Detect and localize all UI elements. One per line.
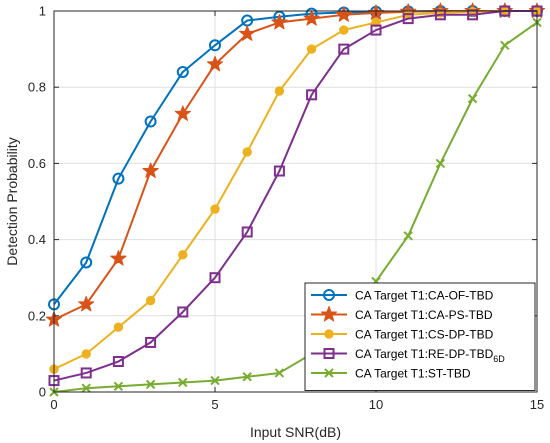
data-point	[78, 295, 95, 312]
data-point	[81, 383, 91, 393]
legend-entry: CA Target T1:CA-OF-TBD	[311, 289, 494, 303]
data-point	[112, 172, 125, 185]
data-point	[306, 89, 318, 101]
series-line	[53, 21, 538, 393]
data-point	[176, 65, 189, 78]
y-tick-label: 0.8	[28, 80, 46, 95]
data-point	[177, 306, 189, 318]
legend-label-subscript: 6D	[493, 354, 505, 364]
data-point	[274, 368, 285, 378]
legend-label: CA Target T1:CA-PS-TBD	[355, 308, 493, 322]
data-point	[370, 24, 382, 36]
legend: CA Target T1:CA-OF-TBD CA Target T1:CA-PS…	[304, 282, 536, 391]
plot-frame	[53, 10, 538, 393]
data-point	[242, 147, 252, 157]
y-tick-label: 0.2	[28, 308, 46, 323]
data-point	[323, 289, 335, 301]
series-layer	[45, 2, 546, 397]
data-point	[320, 306, 338, 322]
data-point	[324, 368, 334, 378]
y-tick-label: 0.4	[28, 232, 46, 247]
data-point	[402, 13, 414, 25]
ticks: 0 5 10 15 0 0.2 0.4 0.6 0.8 1	[28, 4, 544, 413]
x-tick-label: 10	[369, 397, 383, 412]
legend-entry: CA Target T1:CA-PS-TBD	[311, 306, 493, 322]
legend-label: CA Target T1:ST-TBD	[355, 367, 471, 381]
data-point	[241, 226, 253, 238]
data-point	[435, 158, 446, 169]
data-point	[113, 322, 124, 332]
x-tick-label: 15	[530, 397, 544, 412]
data-point	[434, 9, 446, 21]
data-point	[371, 17, 381, 28]
data-point	[467, 9, 479, 21]
data-point	[274, 86, 285, 96]
data-point	[113, 381, 124, 391]
data-point	[306, 44, 317, 54]
y-axis-label: Detection Probability	[4, 137, 20, 265]
data-point	[271, 13, 288, 30]
data-point	[174, 105, 191, 121]
data-point	[403, 231, 413, 241]
series-line	[53, 10, 537, 371]
legend-label: CA Target T1:RE-DP-TBD6D	[355, 347, 505, 364]
data-point	[80, 256, 93, 269]
y-tick-label: 0	[39, 385, 46, 400]
data-point	[145, 336, 157, 348]
legend-entry: CA Target T1:CS-DP-TBD	[311, 328, 494, 342]
data-point	[142, 162, 159, 178]
data-point	[338, 43, 350, 55]
data-point	[210, 375, 220, 386]
data-point	[110, 250, 127, 266]
x-tick-label: 5	[211, 397, 218, 412]
data-point	[209, 39, 221, 52]
data-point	[178, 250, 188, 260]
x-tick-label: 0	[50, 397, 57, 412]
data-point	[145, 379, 156, 390]
y-tick-label: 0.6	[28, 156, 46, 171]
data-point	[80, 367, 92, 379]
data-point	[81, 349, 91, 359]
grid	[54, 11, 537, 392]
legend-label: CA Target T1:CS-DP-TBD	[355, 328, 494, 342]
legend-label: CA Target T1:CA-OF-TBD	[355, 289, 494, 303]
data-point	[112, 356, 124, 368]
y-tick-label: 1	[39, 4, 46, 19]
data-point	[144, 115, 157, 128]
data-point	[323, 348, 335, 359]
data-point	[206, 55, 224, 72]
data-point	[273, 165, 285, 177]
data-point	[145, 295, 156, 306]
data-point	[242, 372, 252, 382]
data-point	[467, 93, 478, 104]
data-point	[239, 25, 256, 41]
data-point	[339, 25, 349, 35]
data-point	[303, 10, 320, 26]
x-axis-label: Input SNR(dB)	[250, 424, 341, 440]
data-point	[324, 329, 334, 339]
data-point	[178, 377, 188, 388]
data-point	[335, 6, 352, 22]
series-line	[53, 10, 537, 382]
data-point	[500, 40, 510, 50]
legend-entry: CA Target T1:RE-DP-TBD6D	[311, 347, 505, 364]
legend-entry: CA Target T1:ST-TBD	[311, 367, 471, 381]
data-point	[210, 204, 220, 214]
data-point	[209, 272, 221, 284]
